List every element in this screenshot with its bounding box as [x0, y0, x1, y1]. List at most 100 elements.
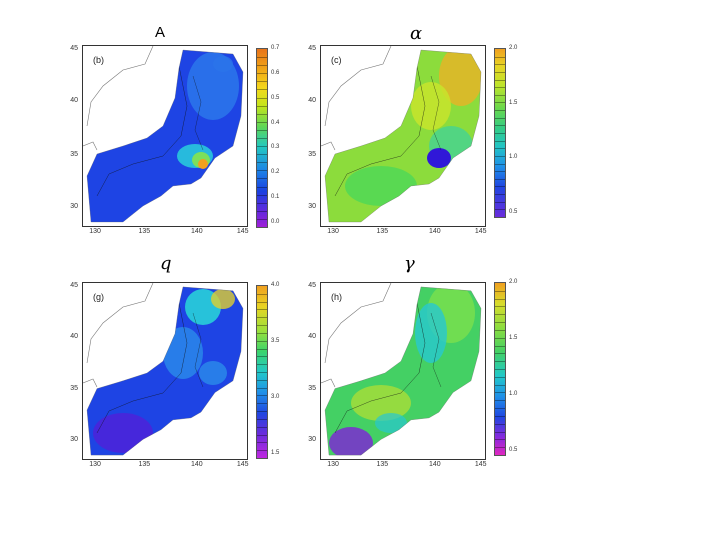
colorbar-band-line: [257, 210, 267, 212]
figure-label: A: [155, 24, 166, 41]
colorbar-band-line: [257, 395, 267, 397]
colorbar-band-line: [257, 426, 267, 428]
colorbar-band-line: [257, 81, 267, 83]
y-tick-label: 35: [308, 385, 316, 393]
colorbar-band-line: [495, 125, 505, 127]
colorbar-band-line: [257, 57, 267, 59]
colorbar-band-line: [495, 298, 505, 300]
colorbar-band-line: [257, 340, 267, 342]
y-tick-label: 30: [70, 203, 78, 210]
colorbar-band-line: [257, 418, 267, 420]
colorbar-band-line: [257, 202, 267, 204]
colorbar-tick-label: 1.0: [509, 154, 518, 161]
colorbar-tick-label: 1.5: [509, 335, 518, 341]
colorbar-band-line: [257, 411, 267, 413]
map-frame: [320, 282, 486, 460]
colorbar-tick-label: 0.0: [271, 219, 280, 225]
colorbar-band-line: [495, 94, 505, 96]
colorbar-band-line: [495, 306, 505, 308]
y-tick-label: 45: [70, 281, 78, 289]
colorbar-tick-label: 0.1: [271, 194, 280, 201]
x-tick-label: 130: [89, 228, 101, 235]
colorbar-band-line: [495, 423, 505, 425]
colorbar-band-line: [257, 138, 267, 139]
x-tick-label: 140: [190, 461, 203, 468]
colorbar-band-line: [495, 133, 505, 134]
colorbar-band-line: [257, 162, 267, 164]
colorbar-band-line: [257, 332, 267, 334]
panel-title-q: q: [160, 253, 172, 274]
colorbar-band-line: [495, 376, 505, 378]
colorbar-tick-label: 0.4: [271, 119, 280, 126]
colorbar-band-line: [495, 163, 505, 165]
colorbar-tick-label: 2.0: [509, 279, 518, 285]
y-tick-label: 40: [308, 332, 316, 340]
colorbar-band-line: [257, 146, 267, 148]
colorbar-band-line: [495, 71, 505, 73]
colorbar-band-line: [495, 322, 505, 324]
colorbar-band-line: [495, 64, 505, 66]
colorbar-band-line: [495, 209, 505, 211]
x-tick-label: 140: [428, 228, 441, 235]
x-tick-label: 135: [376, 461, 389, 468]
y-tick-label: 30: [308, 436, 316, 444]
colorbar-band-line: [257, 89, 267, 91]
panel-title-alpha: α: [410, 23, 423, 44]
colorbar-tick-label: 0.2: [271, 169, 280, 176]
colorbar-band-line: [495, 186, 505, 188]
colorbar-tick-label: 0.6: [271, 69, 280, 76]
colorbar-band-line: [257, 65, 267, 67]
colorbar: [494, 282, 506, 456]
x-tick-label: 140: [190, 228, 203, 235]
y-tick-label: 35: [308, 150, 316, 158]
colorbar-tick-label: 0.5: [509, 447, 518, 453]
colorbar-band-line: [257, 348, 267, 350]
colorbar-band-line: [495, 408, 505, 410]
colorbar-tick-label: 4.0: [271, 282, 280, 288]
x-tick-label: 145: [236, 228, 249, 235]
colorbar-tick-label: 3.5: [271, 338, 280, 344]
colorbar-band-line: [257, 442, 267, 444]
x-tick-label: 135: [138, 461, 151, 468]
x-tick-label: 130: [327, 461, 339, 468]
y-tick-label: 45: [308, 281, 316, 289]
colorbar-band-line: [257, 356, 267, 358]
colorbar-band-line: [257, 154, 267, 156]
colorbar-band-line: [495, 102, 505, 104]
x-tick-label: 145: [474, 228, 487, 235]
x-tick-label: 130: [89, 461, 101, 468]
colorbar-band-line: [495, 329, 505, 331]
colorbar-band-line: [495, 314, 505, 316]
colorbar-band-line: [257, 178, 267, 180]
colorbar-band-line: [495, 56, 505, 58]
colorbar-tick-label: 1.5: [271, 450, 280, 456]
colorbar-band-line: [495, 431, 505, 433]
colorbar-band-line: [495, 110, 505, 112]
y-tick-label: 45: [308, 44, 316, 52]
x-tick-label: 145: [236, 461, 249, 468]
colorbar-tick-label: 3.0: [271, 394, 280, 400]
colorbar-tick-label: 0.3: [271, 144, 280, 151]
colorbar-band-line: [495, 79, 505, 81]
colorbar-band-line: [495, 415, 505, 417]
colorbar-band-line: [495, 148, 505, 150]
colorbar-band-line: [495, 345, 505, 347]
colorbar-band-line: [257, 317, 267, 319]
y-tick-label: 30: [70, 436, 78, 444]
colorbar-band-line: [257, 170, 267, 172]
colorbar-band-line: [495, 171, 505, 173]
y-tick-label: 35: [70, 150, 78, 158]
colorbar-tick-label: 1.5: [509, 99, 518, 106]
colorbar-band-line: [257, 105, 267, 107]
y-tick-label: 40: [70, 96, 78, 104]
map-frame: [82, 282, 248, 460]
colorbar-band-line: [257, 372, 267, 373]
colorbar-band-line: [257, 301, 267, 303]
colorbar-band-line: [257, 293, 267, 295]
x-tick-label: 135: [138, 228, 151, 235]
y-tick-label: 35: [70, 385, 78, 393]
y-tick-label: 45: [70, 44, 78, 52]
colorbar-band-line: [257, 194, 267, 196]
panel-label: (b): [93, 55, 104, 65]
colorbar-band-line: [495, 353, 505, 355]
